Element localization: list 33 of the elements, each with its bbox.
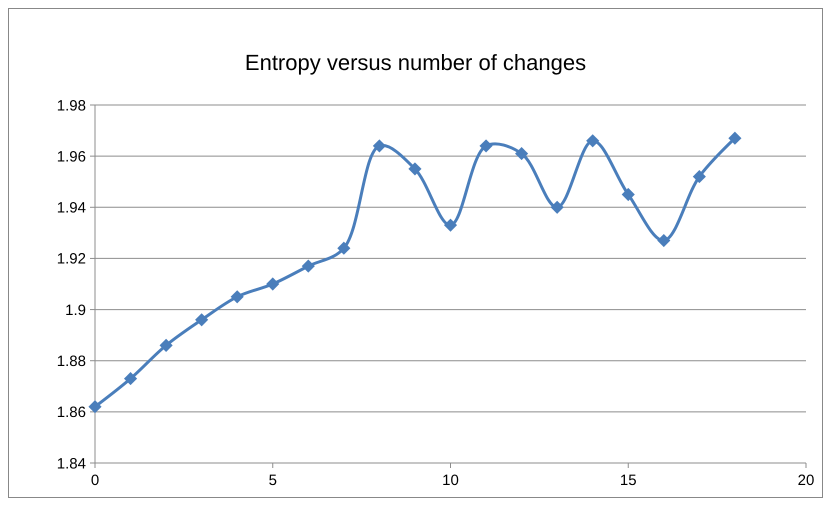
y-tick-label: 1.86: [56, 404, 86, 422]
x-tick-label: 0: [90, 472, 100, 489]
point: [408, 162, 422, 176]
x-tick-label: 20: [798, 472, 814, 489]
chart-title: Entropy versus number of changes: [244, 50, 586, 75]
point: [160, 338, 173, 352]
point: [657, 234, 670, 248]
y-tick-label: 1.96: [56, 148, 86, 166]
point: [302, 260, 315, 273]
point: [622, 188, 635, 202]
point: [124, 372, 138, 386]
point: [728, 132, 742, 145]
point: [479, 139, 493, 152]
y-tick-label: 1.88: [56, 352, 86, 370]
point: [337, 242, 350, 255]
point: [515, 147, 528, 160]
point: [550, 200, 564, 214]
x-tick-label: 10: [442, 472, 459, 489]
y-tick-label: 1.94: [56, 200, 86, 217]
point: [195, 313, 208, 326]
point: [692, 170, 706, 184]
point: [266, 277, 280, 291]
x-tick-label: 5: [268, 472, 277, 489]
point: [88, 400, 102, 414]
point: [372, 139, 386, 152]
point: [586, 134, 600, 148]
y-tick-label: 1.84: [56, 455, 86, 472]
y-tick-label: 1.98: [56, 97, 86, 114]
x-tick-label: 15: [620, 472, 637, 489]
point: [230, 290, 244, 304]
y-tick-label: 1.92: [56, 250, 86, 268]
point: [444, 218, 458, 232]
y-tick-label: 1.9: [65, 302, 86, 319]
